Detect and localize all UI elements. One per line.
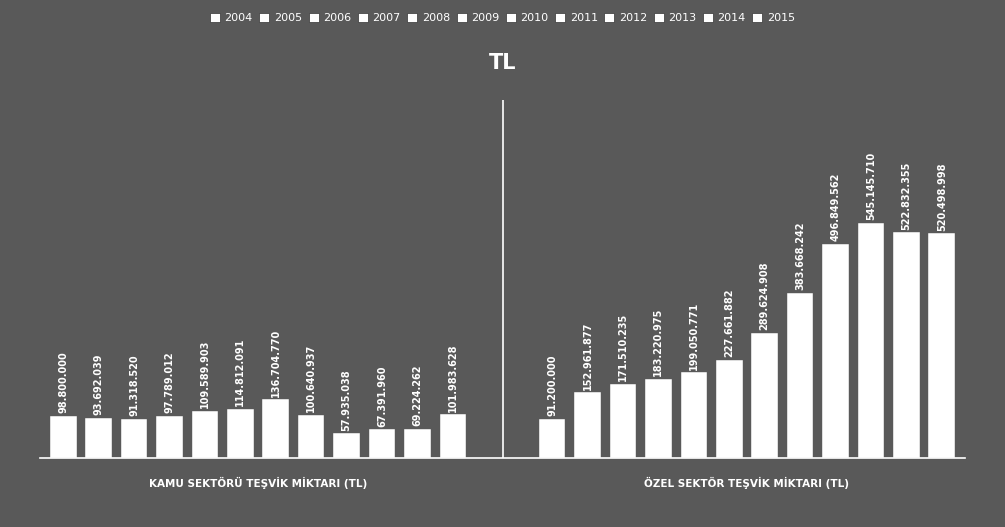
Text: 383.668.242: 383.668.242 (795, 221, 805, 290)
Text: 91.318.520: 91.318.520 (129, 355, 139, 416)
Text: 69.224.262: 69.224.262 (412, 364, 422, 426)
Text: 93.692.039: 93.692.039 (93, 354, 104, 415)
Bar (645, 379, 671, 458)
Bar (680, 373, 708, 458)
Text: 522.832.355: 522.832.355 (901, 161, 912, 230)
Bar (192, 411, 218, 458)
Text: 100.640.937: 100.640.937 (307, 344, 317, 412)
Text: 57.935.038: 57.935.038 (342, 369, 352, 431)
Text: 289.624.908: 289.624.908 (760, 262, 770, 330)
Bar (121, 419, 148, 458)
Bar (156, 416, 183, 458)
Text: ÖZEL SEKTÖR TEŞVİK MİKTARI (TL): ÖZEL SEKTÖR TEŞVİK MİKTARI (TL) (644, 477, 849, 490)
Bar (262, 399, 289, 458)
Bar (857, 223, 884, 458)
Bar (752, 333, 778, 458)
Text: 520.498.998: 520.498.998 (937, 162, 947, 230)
Text: 98.800.000: 98.800.000 (58, 351, 68, 413)
Bar (716, 360, 743, 458)
Bar (893, 232, 920, 458)
Text: 101.983.628: 101.983.628 (448, 343, 458, 412)
Text: 227.661.882: 227.661.882 (725, 289, 735, 357)
Text: 109.589.903: 109.589.903 (200, 340, 210, 408)
Bar (334, 433, 360, 458)
Bar (610, 384, 636, 458)
Legend: 2004, 2005, 2006, 2007, 2008, 2009, 2010, 2011, 2012, 2013, 2014, 2015: 2004, 2005, 2006, 2007, 2008, 2009, 2010… (208, 11, 797, 25)
Bar (227, 409, 253, 458)
Bar (574, 392, 601, 458)
Text: 136.704.770: 136.704.770 (270, 328, 280, 396)
Bar (822, 243, 849, 458)
Bar (85, 418, 112, 458)
Text: 545.145.710: 545.145.710 (866, 152, 876, 220)
Text: 91.200.000: 91.200.000 (547, 355, 557, 416)
Text: 171.510.235: 171.510.235 (618, 313, 628, 382)
Bar (404, 428, 431, 458)
Bar (439, 414, 466, 458)
Bar (369, 430, 395, 458)
Text: 496.849.562: 496.849.562 (830, 172, 840, 241)
Text: 183.220.975: 183.220.975 (653, 308, 663, 376)
Bar (929, 233, 955, 458)
Bar (787, 292, 813, 458)
Bar (50, 416, 76, 458)
Text: TL: TL (488, 53, 517, 73)
Text: 152.961.877: 152.961.877 (583, 321, 593, 389)
Text: 199.050.771: 199.050.771 (688, 301, 698, 369)
Bar (539, 419, 566, 458)
Text: 114.812.091: 114.812.091 (235, 338, 245, 406)
Text: 97.789.012: 97.789.012 (165, 352, 175, 413)
Text: 67.391.960: 67.391.960 (377, 365, 387, 426)
Bar (297, 415, 325, 458)
Text: KAMU SEKTÖRÜ TEŞVİK MİKTARI (TL): KAMU SEKTÖRÜ TEŞVİK MİKTARI (TL) (149, 477, 367, 490)
